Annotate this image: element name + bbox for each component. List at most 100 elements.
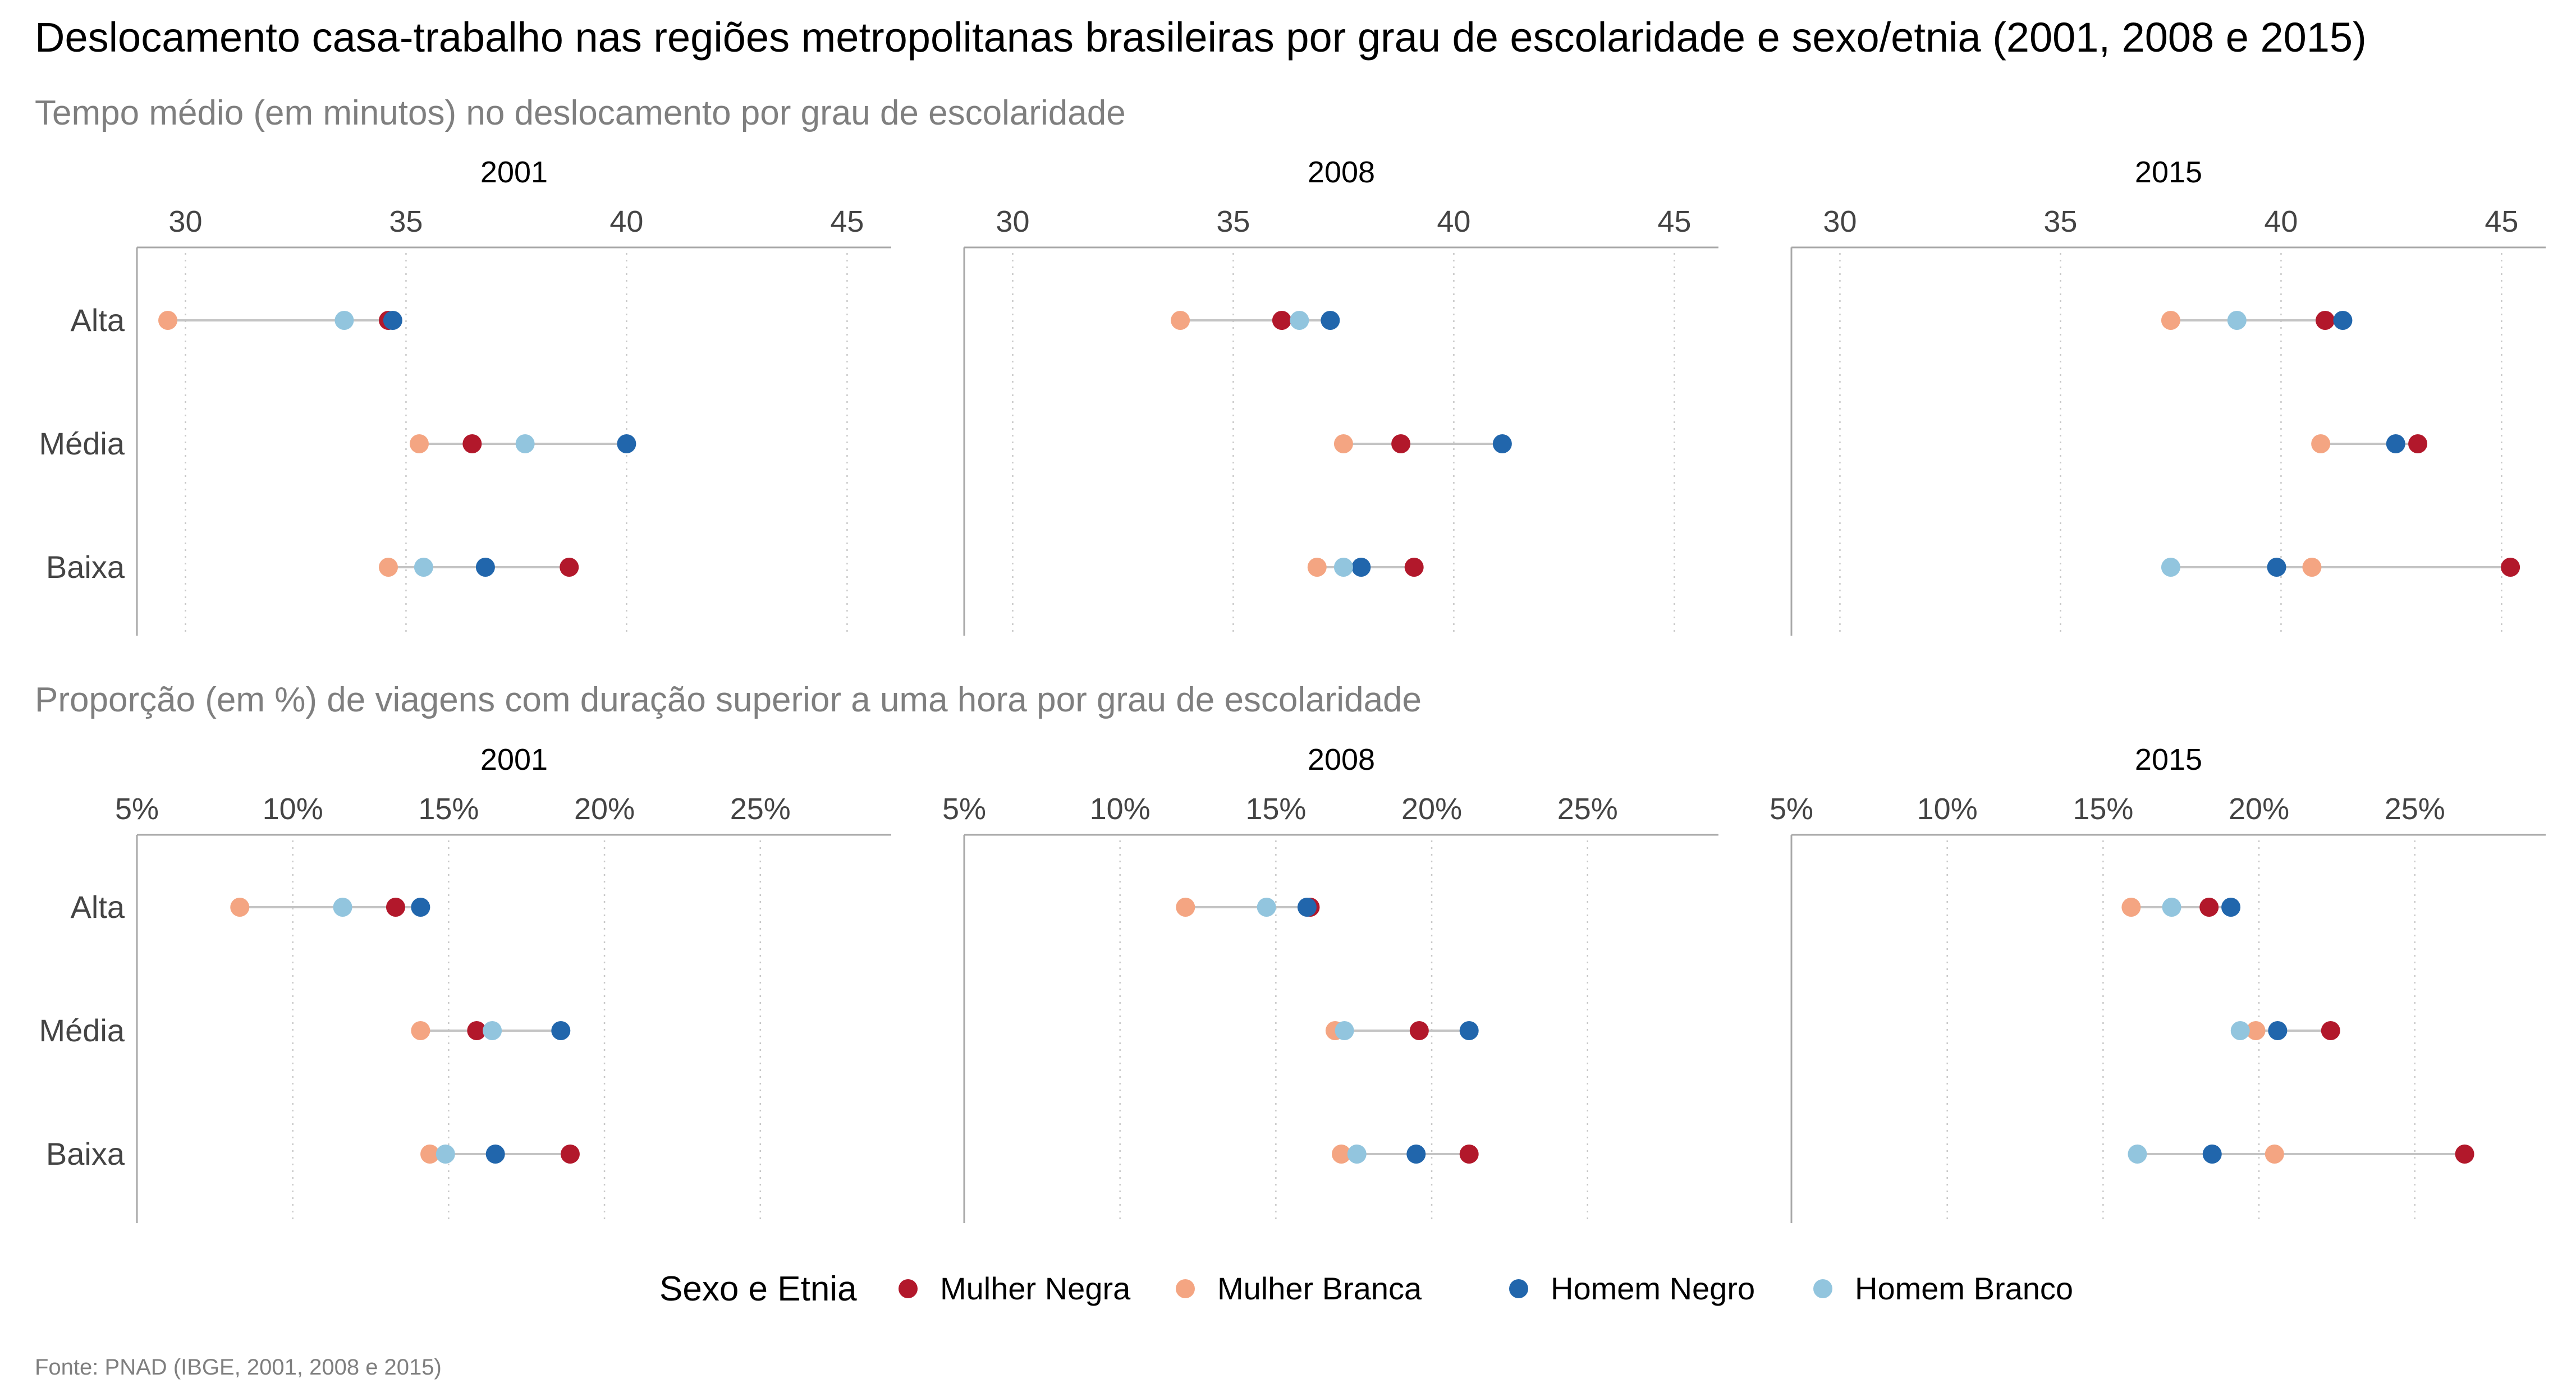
facet-label: 2008 xyxy=(1308,743,1375,776)
chart-title: Deslocamento casa-trabalho nas regiões m… xyxy=(35,14,2367,61)
legend-label: Homem Negro xyxy=(1551,1271,1755,1306)
point-homem-branco-baixa xyxy=(436,1145,455,1164)
point-homem-branco-baixa xyxy=(2128,1145,2147,1164)
chart-row-1: Tempo médio (em minutos) no deslocamento… xyxy=(35,94,2546,636)
point-homem-negro-alta xyxy=(1297,898,1317,917)
x-tick-label: 25% xyxy=(2385,792,2445,826)
point-homem-negro-media xyxy=(2268,1021,2288,1040)
chart-row-2: Proporção (em %) de viagens com duração … xyxy=(35,681,2546,1223)
point-homem-negro-alta xyxy=(411,898,430,917)
x-tick-label: 45 xyxy=(1657,205,1691,238)
point-homem-negro-media xyxy=(1459,1021,1479,1040)
x-tick-label: 15% xyxy=(2073,792,2133,826)
point-homem-branco-media xyxy=(515,434,535,453)
legend-title: Sexo e Etnia xyxy=(659,1270,857,1308)
point-mulher-negra-alta xyxy=(2199,898,2219,917)
point-mulher-branca-media xyxy=(2311,434,2331,453)
point-homem-negro-alta xyxy=(383,311,402,330)
point-homem-negro-baixa xyxy=(1351,558,1371,577)
point-mulher-branca-alta xyxy=(2161,311,2180,330)
point-mulher-negra-media xyxy=(467,1021,487,1040)
legend-label: Mulher Negra xyxy=(940,1271,1131,1306)
facet-label: 2008 xyxy=(1308,155,1375,189)
point-homem-negro-alta xyxy=(1321,311,1340,330)
point-mulher-negra-baixa xyxy=(2501,558,2520,577)
point-homem-branco-media xyxy=(1335,1021,1354,1040)
point-mulher-negra-media xyxy=(2408,434,2428,453)
x-tick-label: 15% xyxy=(1245,792,1306,826)
point-homem-branco-baixa xyxy=(1347,1145,1367,1164)
x-tick-label: 20% xyxy=(1401,792,1462,826)
point-mulher-negra-alta xyxy=(2316,311,2335,330)
legend-swatch xyxy=(1176,1279,1195,1298)
category-label-alta: Alta xyxy=(71,302,125,338)
point-mulher-negra-alta xyxy=(386,898,405,917)
chart-subtitle: Proporção (em %) de viagens com duração … xyxy=(35,681,1422,719)
category-label-baixa: Baixa xyxy=(46,1136,125,1171)
legend-swatch xyxy=(1509,1279,1528,1298)
panel-2001: 2001 30 35 40 45 xyxy=(136,155,891,636)
point-homem-branco-alta xyxy=(2227,311,2247,330)
point-mulher-negra-media xyxy=(1409,1021,1429,1040)
point-mulher-negra-baixa xyxy=(2455,1145,2474,1164)
point-mulher-branca-baixa xyxy=(2265,1145,2284,1164)
x-tick-label: 35 xyxy=(2043,205,2077,238)
point-mulher-negra-baixa xyxy=(1459,1145,1479,1164)
point-homem-negro-alta xyxy=(2221,898,2241,917)
category-label-alta: Alta xyxy=(71,889,125,925)
legend-label: Mulher Branca xyxy=(1217,1271,1422,1306)
point-mulher-branca-baixa xyxy=(1307,558,1327,577)
point-mulher-branca-media xyxy=(411,1021,430,1040)
category-label-media: Média xyxy=(39,1013,125,1048)
legend-item-mulher-negra: Mulher Negra xyxy=(899,1271,1131,1306)
x-tick-label: 35 xyxy=(1216,205,1250,238)
x-tick-label: 15% xyxy=(418,792,479,826)
point-homem-negro-baixa xyxy=(485,1145,505,1164)
point-mulher-negra-media xyxy=(1391,434,1411,453)
point-mulher-negra-media xyxy=(462,434,482,453)
point-homem-branco-alta xyxy=(334,311,354,330)
panel-2008: 2008 30 35 40 45 xyxy=(963,155,1718,636)
panel-2015: 2015 5% 10% 15% 20% 25% xyxy=(1770,743,2546,1223)
facet-label: 2001 xyxy=(480,743,548,776)
x-tick-label: 10% xyxy=(1917,792,1978,826)
point-homem-branco-media xyxy=(2230,1021,2250,1040)
point-homem-branco-baixa xyxy=(414,558,433,577)
point-mulher-branca-media xyxy=(2246,1021,2266,1040)
x-tick-label: 5% xyxy=(942,792,986,826)
point-homem-negro-media xyxy=(551,1021,571,1040)
legend-label: Homem Branco xyxy=(1855,1271,2073,1306)
x-tick-label: 45 xyxy=(2485,205,2518,238)
point-mulher-branca-alta xyxy=(1171,311,1190,330)
chart-caption: Fonte: PNAD (IBGE, 2001, 2008 e 2015) xyxy=(35,1355,442,1380)
point-homem-branco-baixa xyxy=(2161,558,2180,577)
point-homem-negro-media xyxy=(617,434,636,453)
point-mulher-branca-media xyxy=(410,434,429,453)
chart-subtitle: Tempo médio (em minutos) no deslocamento… xyxy=(35,94,1126,132)
point-homem-negro-baixa xyxy=(2202,1145,2222,1164)
facet-label: 2015 xyxy=(2135,155,2202,189)
point-homem-branco-media xyxy=(483,1021,502,1040)
point-mulher-branca-alta xyxy=(1176,898,1195,917)
x-tick-label: 20% xyxy=(2229,792,2289,826)
point-homem-branco-alta xyxy=(1257,898,1276,917)
facet-label: 2001 xyxy=(480,155,548,189)
x-tick-label: 35 xyxy=(389,205,423,238)
point-mulher-branca-alta xyxy=(2121,898,2141,917)
category-label-media: Média xyxy=(39,426,125,461)
x-tick-label: 20% xyxy=(574,792,635,826)
legend-item-homem-negro: Homem Negro xyxy=(1509,1271,1755,1306)
x-tick-label: 30 xyxy=(996,205,1029,238)
point-homem-negro-baixa xyxy=(475,558,495,577)
x-tick-label: 30 xyxy=(1823,205,1857,238)
point-homem-branco-baixa xyxy=(1333,558,1353,577)
point-mulher-negra-media xyxy=(2321,1021,2340,1040)
x-tick-label: 40 xyxy=(2264,205,2298,238)
x-tick-label: 25% xyxy=(730,792,791,826)
point-homem-negro-baixa xyxy=(2267,558,2286,577)
point-homem-negro-alta xyxy=(2333,311,2353,330)
x-tick-label: 10% xyxy=(1090,792,1151,826)
point-mulher-negra-baixa xyxy=(1404,558,1424,577)
legend-swatch xyxy=(899,1279,918,1298)
